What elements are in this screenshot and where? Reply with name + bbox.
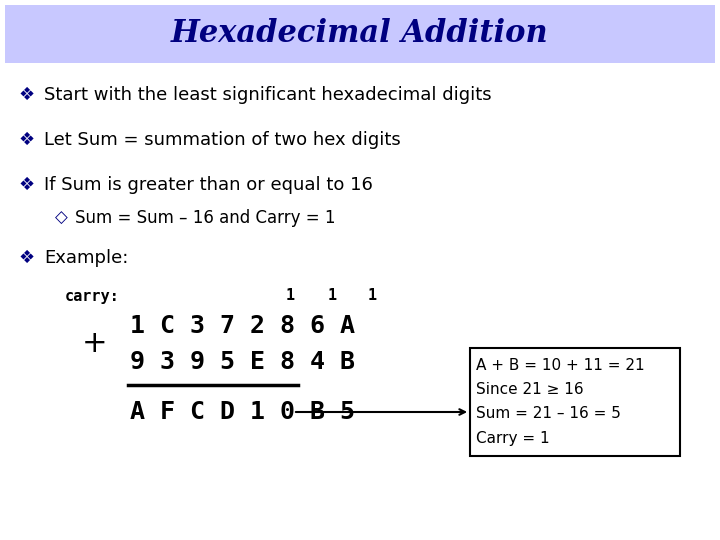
Text: ❖: ❖ <box>18 249 34 267</box>
FancyBboxPatch shape <box>470 348 680 456</box>
Text: ◇: ◇ <box>55 209 68 227</box>
Text: 1: 1 <box>328 288 336 303</box>
Text: 1 C 3 7 2 8 6 A: 1 C 3 7 2 8 6 A <box>130 314 355 338</box>
Text: ❖: ❖ <box>18 176 34 194</box>
Text: Example:: Example: <box>44 249 128 267</box>
Text: If Sum is greater than or equal to 16: If Sum is greater than or equal to 16 <box>44 176 373 194</box>
Text: Let Sum = summation of two hex digits: Let Sum = summation of two hex digits <box>44 131 401 149</box>
Text: Sum = 21 – 16 = 5: Sum = 21 – 16 = 5 <box>476 407 621 422</box>
Text: A + B = 10 + 11 = 21: A + B = 10 + 11 = 21 <box>476 359 644 374</box>
Text: +: + <box>82 329 108 359</box>
Text: carry:: carry: <box>65 288 120 303</box>
Text: Start with the least significant hexadecimal digits: Start with the least significant hexadec… <box>44 86 492 104</box>
FancyBboxPatch shape <box>5 5 715 63</box>
Text: 9 3 9 5 E 8 4 B: 9 3 9 5 E 8 4 B <box>130 350 355 374</box>
Text: Sum = Sum – 16 and Carry = 1: Sum = Sum – 16 and Carry = 1 <box>75 209 336 227</box>
Text: ❖: ❖ <box>18 86 34 104</box>
Text: 1: 1 <box>367 288 377 303</box>
Text: A F C D 1 0 B 5: A F C D 1 0 B 5 <box>130 400 355 424</box>
Text: Since 21 ≥ 16: Since 21 ≥ 16 <box>476 382 584 397</box>
Text: 1: 1 <box>285 288 294 303</box>
Text: Hexadecimal Addition: Hexadecimal Addition <box>171 18 549 50</box>
Text: ❖: ❖ <box>18 131 34 149</box>
Text: Carry = 1: Carry = 1 <box>476 430 549 445</box>
